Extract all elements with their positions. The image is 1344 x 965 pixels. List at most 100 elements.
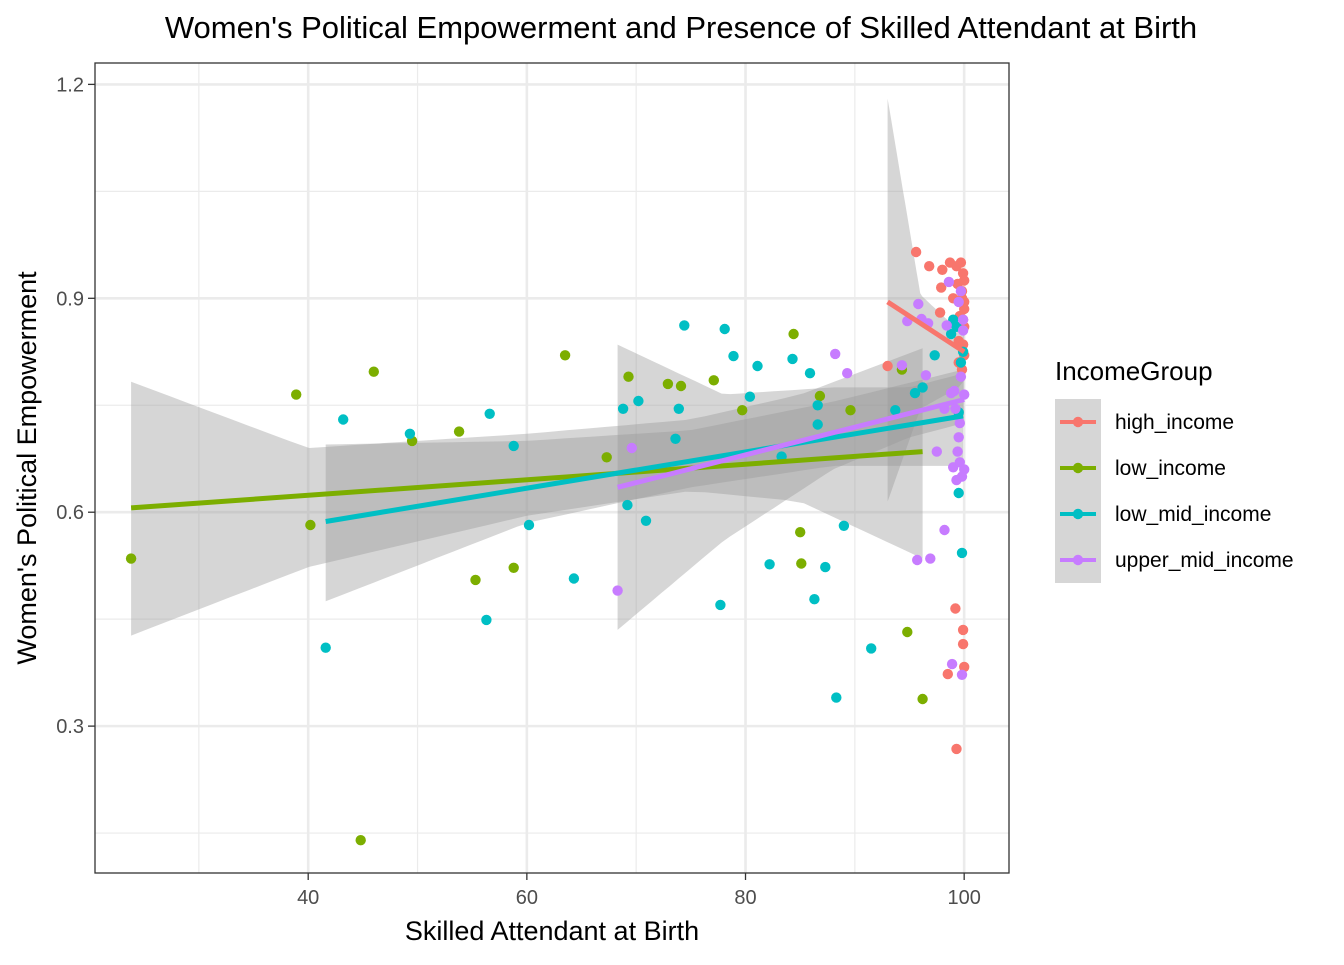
data-point-low_mid_income: [404, 428, 416, 439]
plot-panel: [94, 62, 1010, 874]
y-tick-label: 0.6: [56, 502, 84, 524]
data-point-low_income: [559, 350, 571, 361]
legend-items: high_income low_income low_mid_incomeupper…: [1055, 399, 1294, 583]
data-point-upper_mid_income: [952, 446, 963, 457]
data-point-low_mid_income: [812, 400, 823, 411]
data-point-high_income: [924, 261, 935, 272]
data-point-upper_mid_income: [626, 442, 637, 454]
data-point-low_income: [125, 553, 137, 564]
panel-border: [94, 62, 1010, 874]
data-point-low_mid_income: [812, 419, 823, 430]
data-point-low_mid_income: [945, 328, 957, 340]
data-point-upper_mid_income: [949, 385, 960, 397]
regression-lines: [130, 299, 966, 524]
legend-key-point: [1072, 554, 1084, 566]
legend-title: IncomeGroup: [1055, 356, 1213, 386]
data-point-low_mid_income: [929, 350, 940, 361]
legend-item-low_income: low_income: [1055, 445, 1226, 491]
data-point-low_mid_income: [838, 520, 850, 531]
data-point-low_income: [662, 378, 674, 390]
data-point-upper_mid_income: [941, 320, 952, 331]
data-point-low_income: [470, 574, 481, 586]
data-point-low_mid_income: [820, 561, 831, 573]
data-point-low_income: [305, 519, 316, 531]
confidence-ribbon-upper_mid_income: [617, 344, 965, 630]
data-point-low_mid_income: [617, 403, 629, 414]
legend-key-point: [1072, 508, 1084, 520]
data-point-upper_mid_income: [959, 389, 970, 400]
data-point-low_mid_income: [715, 599, 726, 611]
legend-label: upper_mid_income: [1115, 549, 1294, 572]
data-point-high_income: [937, 264, 948, 275]
data-point-low_income: [453, 426, 465, 437]
data-point-upper_mid_income: [913, 298, 924, 310]
data-point-high_income: [951, 743, 962, 755]
data-point-low_mid_income: [484, 408, 495, 419]
data-point-low_mid_income: [673, 403, 684, 414]
data-point-low_mid_income: [508, 440, 519, 452]
regression-line-low_income: [130, 449, 923, 511]
data-point-low_mid_income: [670, 433, 681, 444]
data-point-low_income: [814, 390, 826, 402]
data-point-upper_mid_income: [925, 553, 936, 564]
legend: IncomeGroup high_income low_income low_mid…: [1055, 356, 1294, 583]
data-point-low_income: [788, 328, 799, 340]
data-point-low_income: [368, 366, 379, 377]
data-point-low_mid_income: [890, 405, 901, 416]
data-point-low_mid_income: [481, 614, 492, 626]
y-tick-label: 0.9: [56, 288, 84, 310]
data-point-low_mid_income: [338, 414, 349, 425]
data-point-low_income: [601, 452, 612, 463]
data-point-low_income: [355, 835, 366, 846]
data-point-high_income: [936, 282, 947, 293]
y-axis: 0.3 0.6 0.9 1.2: [56, 74, 95, 738]
data-point-upper_mid_income: [955, 286, 967, 297]
data-point-low_mid_income: [955, 357, 967, 368]
data-point-low_mid_income: [622, 499, 633, 511]
x-tick-label: 40: [297, 887, 319, 909]
data-point-low_mid_income: [866, 643, 877, 654]
data-point-low_income: [917, 693, 928, 705]
data-point-upper_mid_income: [954, 417, 965, 429]
confidence-ribbon-low_mid_income: [325, 369, 964, 602]
data-point-low_mid_income: [568, 573, 580, 584]
confidence-ribbon-high_income: [887, 98, 965, 502]
regression-line-low_mid_income: [325, 413, 964, 524]
legend-item-high_income: high_income: [1055, 399, 1234, 445]
x-tick-label: 80: [734, 887, 756, 909]
data-point-low_income: [708, 375, 719, 386]
confidence-ribbons: [131, 98, 965, 636]
x-axis: 40 60 80 100: [297, 873, 981, 909]
data-point-low_income: [795, 527, 806, 538]
data-point-low_mid_income: [956, 547, 968, 559]
major-gridlines: [95, 63, 1009, 873]
data-point-low_mid_income: [787, 353, 798, 365]
data-point-low_income: [675, 380, 687, 392]
data-point-upper_mid_income: [612, 585, 623, 596]
data-point-upper_mid_income: [912, 554, 923, 566]
legend-item-low_mid_income: low_mid_income: [1055, 491, 1271, 537]
data-point-upper_mid_income: [931, 446, 942, 457]
data-point-low_income: [845, 405, 856, 416]
data-point-low_income: [291, 389, 302, 400]
regression-line-high_income: [886, 299, 966, 354]
legend-label: low_income: [1115, 457, 1226, 480]
legend-label: high_income: [1115, 411, 1234, 434]
data-point-low_mid_income: [764, 559, 775, 570]
data-point-upper_mid_income: [959, 464, 970, 475]
data-point-low_mid_income: [744, 391, 756, 402]
regression-line-upper_mid_income: [616, 397, 965, 490]
data-point-low_mid_income: [831, 692, 842, 703]
data-point-low_mid_income: [917, 382, 928, 393]
data-point-high_income: [959, 661, 970, 673]
y-axis-label: Women's Political Empowerment: [12, 271, 42, 665]
data-point-upper_mid_income: [953, 296, 964, 308]
data-point-high_income: [957, 638, 969, 650]
data-point-upper_mid_income: [939, 524, 950, 536]
data-point-high_income: [934, 307, 946, 318]
data-point-low_mid_income: [953, 487, 964, 499]
data-point-upper_mid_income: [953, 432, 964, 443]
data-point-low_income: [623, 371, 634, 382]
data-point-low_income: [796, 558, 807, 569]
